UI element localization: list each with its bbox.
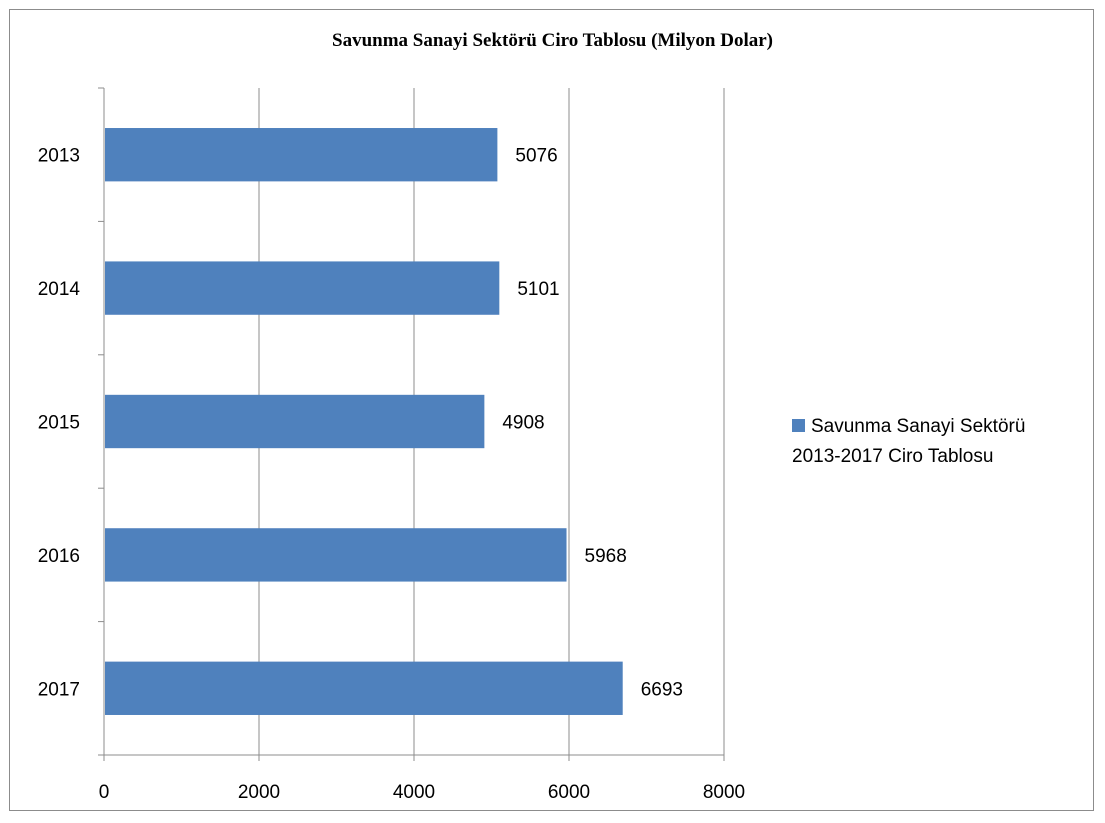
- y-category-label-2013: 2013: [38, 146, 80, 167]
- legend-swatch-icon: [792, 419, 805, 432]
- data-labels: 5076 5101 4908 5968 6693: [502, 146, 683, 701]
- x-tick-label-4000: 4000: [393, 782, 435, 803]
- chart-title: Savunma Sanayi Sektörü Ciro Tablosu (Mil…: [332, 30, 773, 51]
- axes: 0 2000 4000 6000 8000 2013 2014 2015 2016 2017: [38, 87, 745, 803]
- x-tick-label-6000: 6000: [548, 782, 590, 803]
- data-label-2013: 5076: [515, 146, 557, 167]
- x-tick-label-2000: 2000: [238, 782, 280, 803]
- legend-label: Savunma Sanayi Sektörü 2013-2017 Ciro Ta…: [792, 416, 1026, 467]
- legend: Savunma Sanayi Sektörü 2013-2017 Ciro Ta…: [792, 412, 1092, 472]
- bar-2015: [105, 394, 485, 449]
- x-tick-label-8000: 8000: [703, 782, 745, 803]
- x-tick-label-0: 0: [99, 782, 110, 803]
- bar-2017: [105, 661, 623, 715]
- y-category-label-2017: 2017: [38, 679, 80, 700]
- y-category-label-2015: 2015: [38, 413, 80, 434]
- y-category-label-2014: 2014: [38, 279, 81, 300]
- data-label-2015: 4908: [502, 413, 544, 434]
- y-category-label-2016: 2016: [38, 546, 80, 567]
- data-label-2016: 5968: [585, 546, 627, 567]
- bar-2014: [105, 261, 500, 315]
- bar-2013: [105, 128, 498, 182]
- data-label-2014: 5101: [517, 279, 559, 300]
- bars: [105, 128, 623, 715]
- bar-2016: [105, 528, 567, 582]
- data-label-2017: 6693: [641, 679, 683, 700]
